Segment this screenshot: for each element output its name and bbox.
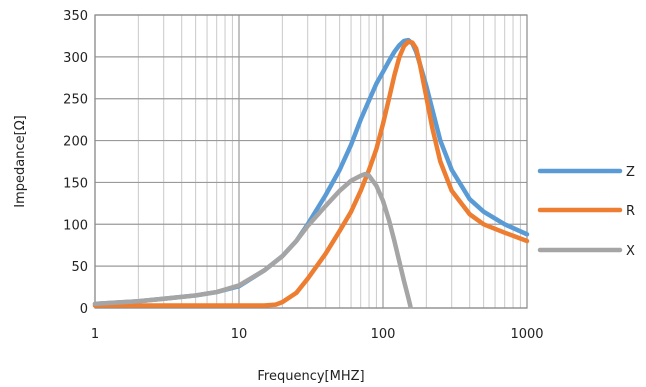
y-tick-label: 100 — [63, 218, 88, 233]
x-axis-label: Frequency[MHZ] — [257, 369, 364, 384]
x-tick-label: 10 — [231, 327, 248, 342]
legend-label-z: Z — [626, 165, 635, 180]
y-tick-label: 50 — [71, 260, 88, 275]
y-tick-label: 250 — [63, 93, 88, 108]
y-axis-label: Impedance[Ω] — [13, 115, 28, 207]
x-axis-ticks: 1 10 100 1000 — [91, 327, 544, 342]
x-tick-label: 1 — [91, 327, 99, 342]
y-tick-label: 200 — [63, 135, 88, 150]
y-tick-label: 300 — [63, 51, 88, 66]
plot-area-border — [94, 14, 528, 309]
series-line-r — [92, 39, 530, 308]
legend-label-r: R — [626, 204, 635, 219]
y-tick-label: 150 — [63, 176, 88, 191]
series-group — [92, 37, 530, 309]
x-tick-label: 100 — [371, 327, 396, 342]
legend-label-x: X — [626, 244, 635, 259]
y-tick-label: 0 — [80, 302, 88, 317]
series-line-x — [92, 171, 413, 309]
x-tick-label: 1000 — [510, 327, 543, 342]
y-axis-ticks: 0 50 100 150 200 250 300 350 — [63, 9, 88, 317]
legend: Z R X — [537, 165, 635, 259]
y-tick-label: 350 — [63, 9, 88, 24]
